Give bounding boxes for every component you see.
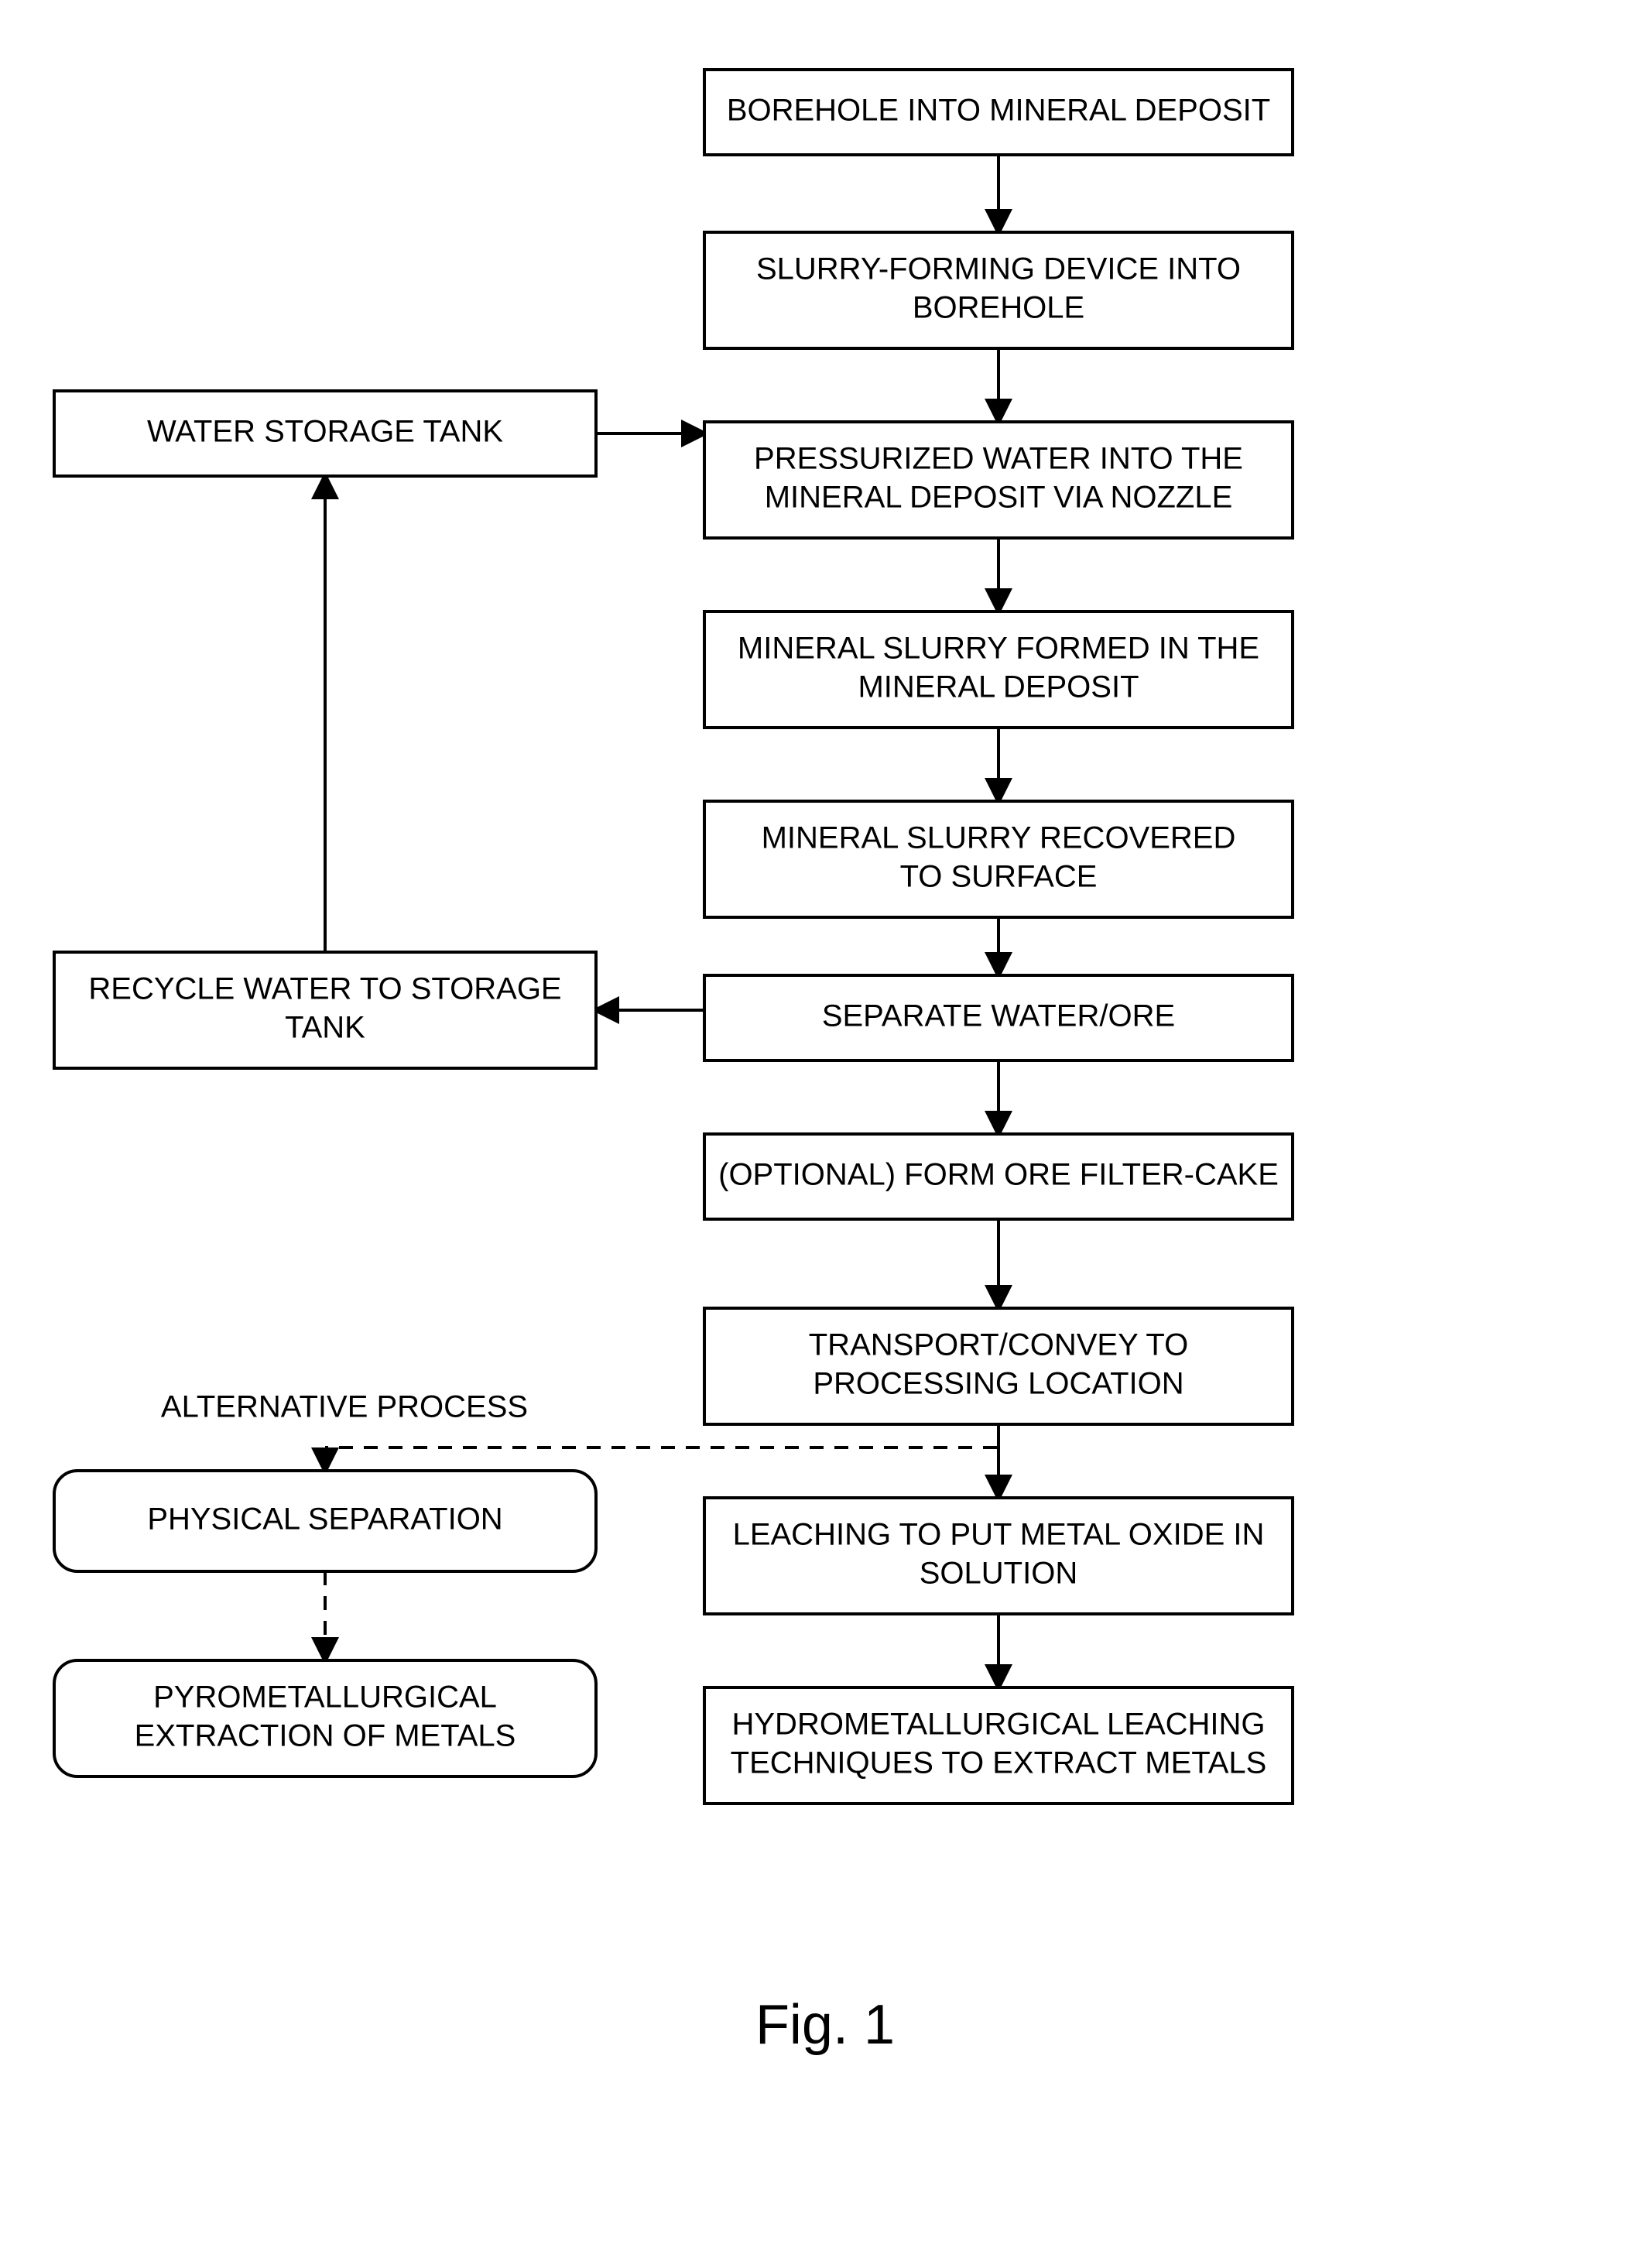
annotation-label: ALTERNATIVE PROCESS — [161, 1390, 528, 1424]
flow-node-n10: HYDROMETALLURGICAL LEACHING TECHNIQUES TO… — [704, 1687, 1293, 1804]
flow-node-label: MINERAL DEPOSIT VIA NOZZLE — [765, 481, 1233, 515]
flow-node-n7: (OPTIONAL) FORM ORE FILTER-CAKE — [704, 1134, 1293, 1219]
flow-node-label: TANK — [285, 1011, 365, 1045]
flow-node-label: MINERAL DEPOSIT — [858, 670, 1139, 704]
flow-node-n2: SLURRY-FORMING DEVICE INTO BOREHOLE — [704, 232, 1293, 348]
flow-node-label: SOLUTION — [920, 1557, 1077, 1591]
flow-node-label: PRESSURIZED WATER INTO THE — [754, 442, 1243, 476]
flow-node-side1: WATER STORAGE TANK — [54, 391, 596, 476]
figure-caption: Fig. 1 — [755, 1994, 895, 2056]
flow-node-n6: SEPARATE WATER/ORE — [704, 975, 1293, 1060]
flow-node-label: TO SURFACE — [900, 860, 1098, 894]
flow-node-label: WATER STORAGE TANK — [147, 415, 503, 449]
flow-node-n9: LEACHING TO PUT METAL OXIDE IN SOLUTION — [704, 1498, 1293, 1614]
flow-node-alt1: PHYSICAL SEPARATION — [54, 1471, 596, 1571]
flow-node-alt2: PYROMETALLURGICAL EXTRACTION OF METALS — [54, 1660, 596, 1776]
flow-node-label: BOREHOLE — [913, 291, 1084, 325]
flow-node-label: (OPTIONAL) FORM ORE FILTER-CAKE — [718, 1158, 1279, 1192]
flow-node-label: SEPARATE WATER/ORE — [822, 999, 1175, 1033]
flow-node-label: PYROMETALLURGICAL — [153, 1680, 497, 1715]
flow-node-label: SLURRY-FORMING DEVICE INTO — [756, 252, 1241, 286]
flowchart-figure: BOREHOLE INTO MINERAL DEPOSIT SLURRY-FORM… — [0, 0, 1651, 2268]
flow-node-n8: TRANSPORT/CONVEY TO PROCESSING LOCATION — [704, 1308, 1293, 1424]
flow-node-n5: MINERAL SLURRY RECOVERED TO SURFACE — [704, 801, 1293, 917]
flow-node-label: MINERAL SLURRY RECOVERED — [762, 821, 1236, 855]
flow-node-label: EXTRACTION OF METALS — [135, 1719, 516, 1753]
flow-node-label: MINERAL SLURRY FORMED IN THE — [738, 632, 1259, 666]
flow-node-label: PHYSICAL SEPARATION — [147, 1502, 502, 1537]
flow-node-label: HYDROMETALLURGICAL LEACHING — [731, 1708, 1265, 1742]
flow-node-n4: MINERAL SLURRY FORMED IN THE MINERAL DEPO… — [704, 612, 1293, 728]
flow-node-label: LEACHING TO PUT METAL OXIDE IN — [733, 1518, 1265, 1552]
flow-node-side2: RECYCLE WATER TO STORAGE TANK — [54, 952, 596, 1068]
flow-node-label: TRANSPORT/CONVEY TO — [809, 1328, 1189, 1362]
flow-node-label: TECHNIQUES TO EXTRACT METALS — [731, 1746, 1267, 1780]
flow-node-label: RECYCLE WATER TO STORAGE — [88, 972, 561, 1006]
flow-node-label: PROCESSING LOCATION — [813, 1367, 1183, 1401]
flow-node-n1: BOREHOLE INTO MINERAL DEPOSIT — [704, 70, 1293, 155]
flow-node-n3: PRESSURIZED WATER INTO THE MINERAL DEPOSI… — [704, 422, 1293, 538]
flow-edge — [325, 1424, 998, 1447]
flow-node-label: BOREHOLE INTO MINERAL DEPOSIT — [727, 94, 1270, 128]
